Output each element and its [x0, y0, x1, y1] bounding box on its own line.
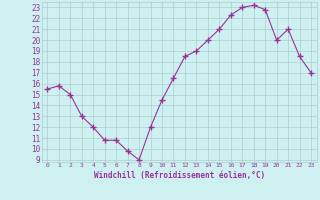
X-axis label: Windchill (Refroidissement éolien,°C): Windchill (Refroidissement éolien,°C) — [94, 171, 265, 180]
